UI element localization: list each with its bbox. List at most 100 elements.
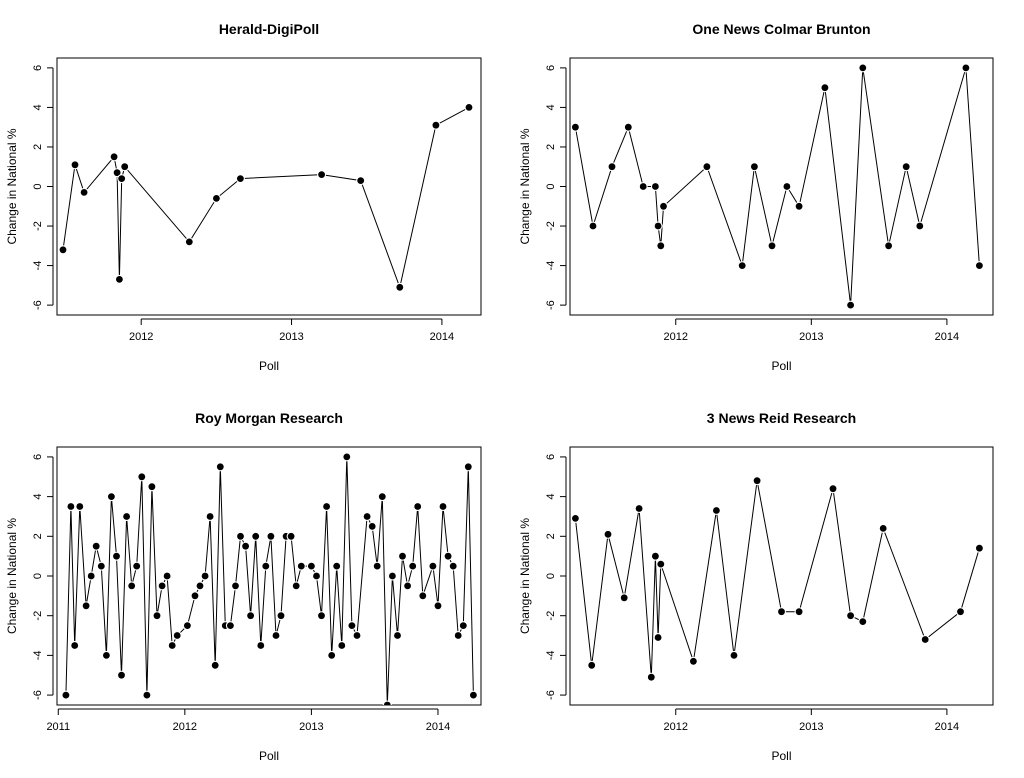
data-point bbox=[191, 592, 199, 600]
y-tick-label: -2 bbox=[545, 221, 557, 231]
data-point bbox=[252, 532, 260, 540]
data-point bbox=[768, 242, 776, 250]
data-point bbox=[92, 542, 100, 550]
x-tick-label: 2012 bbox=[129, 331, 153, 343]
y-tick-label: 0 bbox=[32, 573, 44, 579]
chart-panel-3: Roy Morgan Research 2011 2012 2013 2014 Poll -… bbox=[5, 410, 482, 763]
data-point bbox=[976, 544, 983, 552]
series-1 bbox=[570, 476, 984, 682]
data-point bbox=[753, 477, 761, 485]
data-point bbox=[113, 169, 121, 177]
data-point bbox=[247, 612, 255, 620]
data-point bbox=[620, 594, 628, 602]
x-tick-label: 2013 bbox=[799, 721, 823, 733]
data-point bbox=[232, 582, 239, 590]
data-point bbox=[297, 562, 305, 570]
y-tick-label: 0 bbox=[32, 183, 44, 189]
data-point bbox=[328, 652, 336, 659]
data-point bbox=[434, 602, 442, 610]
data-point bbox=[76, 503, 84, 510]
chart-title: 3 News Reid Research bbox=[707, 410, 856, 426]
data-point bbox=[449, 562, 457, 570]
chart-title: One News Colmar Brunton bbox=[692, 21, 870, 37]
data-point bbox=[389, 572, 396, 580]
y-tick-label: 0 bbox=[545, 183, 557, 189]
data-point bbox=[116, 276, 123, 283]
y-tick-label: 2 bbox=[545, 533, 557, 539]
data-point bbox=[414, 503, 422, 510]
y-axis-label: Change in National % bbox=[518, 518, 532, 634]
data-point bbox=[123, 513, 130, 520]
y-tick-label: 6 bbox=[32, 65, 44, 71]
data-point bbox=[227, 622, 234, 629]
x-axis: 2011 2012 2013 2014 bbox=[46, 708, 450, 733]
series-1 bbox=[58, 102, 474, 292]
data-point bbox=[267, 532, 275, 540]
y-tick-label: 4 bbox=[545, 104, 557, 110]
data-point bbox=[429, 562, 437, 570]
data-point bbox=[318, 612, 325, 620]
data-point bbox=[333, 562, 341, 570]
x-axis-label: Poll bbox=[259, 359, 279, 373]
y-tick-label: 6 bbox=[32, 454, 44, 460]
series-line bbox=[65, 456, 474, 705]
data-point bbox=[133, 562, 141, 570]
data-point bbox=[168, 642, 176, 649]
data-point bbox=[751, 163, 758, 171]
data-point bbox=[67, 503, 75, 510]
y-tick-label: 2 bbox=[32, 533, 44, 539]
data-point bbox=[783, 183, 791, 190]
data-point bbox=[118, 175, 126, 183]
data-point bbox=[847, 301, 854, 309]
x-tick-label: 2012 bbox=[664, 331, 688, 343]
y-tick-label: 4 bbox=[32, 494, 44, 500]
y-tick-label: -6 bbox=[545, 690, 557, 700]
x-tick-label: 2013 bbox=[299, 721, 323, 733]
data-point bbox=[624, 123, 632, 131]
data-point bbox=[647, 673, 655, 681]
data-point bbox=[703, 163, 711, 171]
plot-frame bbox=[569, 57, 994, 316]
y-axis-label: Change in National % bbox=[5, 128, 19, 244]
data-point bbox=[957, 608, 964, 616]
x-axis: 2012 2013 2014 bbox=[664, 318, 959, 343]
data-point bbox=[353, 632, 361, 639]
data-point bbox=[59, 246, 67, 254]
data-point bbox=[118, 671, 125, 679]
data-point bbox=[121, 163, 129, 171]
data-point bbox=[257, 642, 265, 649]
data-point bbox=[652, 183, 659, 190]
data-point bbox=[916, 222, 924, 230]
data-point bbox=[158, 582, 166, 590]
data-point bbox=[363, 513, 371, 520]
x-tick-label: 2013 bbox=[279, 331, 303, 343]
x-tick-label: 2013 bbox=[799, 331, 823, 343]
data-point bbox=[454, 632, 462, 639]
data-point bbox=[652, 552, 659, 560]
data-point bbox=[184, 622, 191, 629]
data-point bbox=[272, 632, 280, 639]
data-point bbox=[323, 503, 330, 510]
x-tick-label: 2014 bbox=[935, 721, 959, 733]
data-point bbox=[690, 657, 697, 665]
x-tick-label: 2014 bbox=[426, 721, 450, 733]
data-point bbox=[394, 632, 401, 639]
data-point bbox=[206, 513, 214, 520]
data-point bbox=[62, 691, 70, 699]
y-axis: -6 -4 -2 0 2 4 6 bbox=[545, 65, 567, 310]
y-axis: -6 -4 -2 0 2 4 6 bbox=[545, 454, 567, 700]
y-tick-label: -4 bbox=[545, 261, 557, 271]
data-point bbox=[465, 104, 473, 111]
y-axis: -6 -4 -2 0 2 4 6 bbox=[32, 65, 54, 310]
data-point bbox=[368, 523, 376, 530]
data-point bbox=[103, 652, 110, 659]
data-point bbox=[639, 183, 647, 190]
plot-frame bbox=[56, 446, 482, 706]
x-axis-label: Poll bbox=[771, 749, 791, 763]
data-point bbox=[163, 572, 171, 580]
data-point bbox=[348, 622, 356, 629]
data-point bbox=[148, 483, 156, 491]
data-point bbox=[654, 222, 662, 230]
data-point bbox=[885, 242, 892, 250]
